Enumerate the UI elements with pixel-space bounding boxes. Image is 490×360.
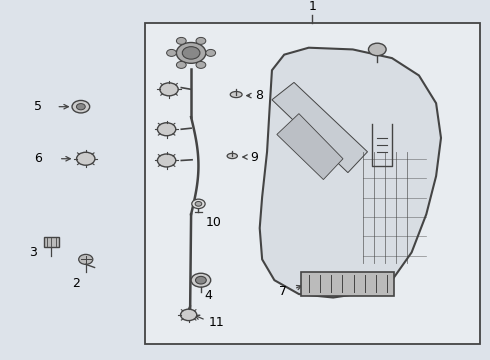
Circle shape xyxy=(76,152,95,165)
Circle shape xyxy=(191,273,211,287)
Circle shape xyxy=(180,309,197,321)
Circle shape xyxy=(79,255,93,264)
Text: 11: 11 xyxy=(208,316,224,329)
Bar xyxy=(145,23,480,345)
Circle shape xyxy=(368,43,386,56)
Bar xyxy=(301,271,394,296)
Circle shape xyxy=(157,123,176,136)
Ellipse shape xyxy=(227,153,237,159)
Circle shape xyxy=(160,83,178,96)
Text: 1: 1 xyxy=(308,0,317,13)
Circle shape xyxy=(192,199,205,208)
Circle shape xyxy=(176,62,186,68)
Circle shape xyxy=(167,49,176,57)
Bar xyxy=(44,237,59,247)
Polygon shape xyxy=(277,114,343,180)
Circle shape xyxy=(196,62,206,68)
Text: 3: 3 xyxy=(29,246,37,259)
Text: 4: 4 xyxy=(205,289,213,302)
Text: 10: 10 xyxy=(206,216,221,229)
Circle shape xyxy=(206,49,216,57)
Circle shape xyxy=(176,42,206,63)
Text: 2: 2 xyxy=(72,277,80,290)
Text: 7: 7 xyxy=(279,285,287,298)
Ellipse shape xyxy=(230,91,242,98)
Text: 5: 5 xyxy=(34,100,42,113)
Text: 8: 8 xyxy=(255,89,263,102)
Polygon shape xyxy=(272,82,368,173)
Circle shape xyxy=(176,37,186,44)
Circle shape xyxy=(196,37,206,44)
Circle shape xyxy=(157,154,176,167)
Circle shape xyxy=(72,100,90,113)
Circle shape xyxy=(195,202,202,206)
Polygon shape xyxy=(260,48,441,297)
Circle shape xyxy=(196,276,206,284)
Text: 6: 6 xyxy=(34,152,42,165)
Circle shape xyxy=(76,104,85,110)
Circle shape xyxy=(182,47,200,59)
Text: 9: 9 xyxy=(250,150,258,163)
